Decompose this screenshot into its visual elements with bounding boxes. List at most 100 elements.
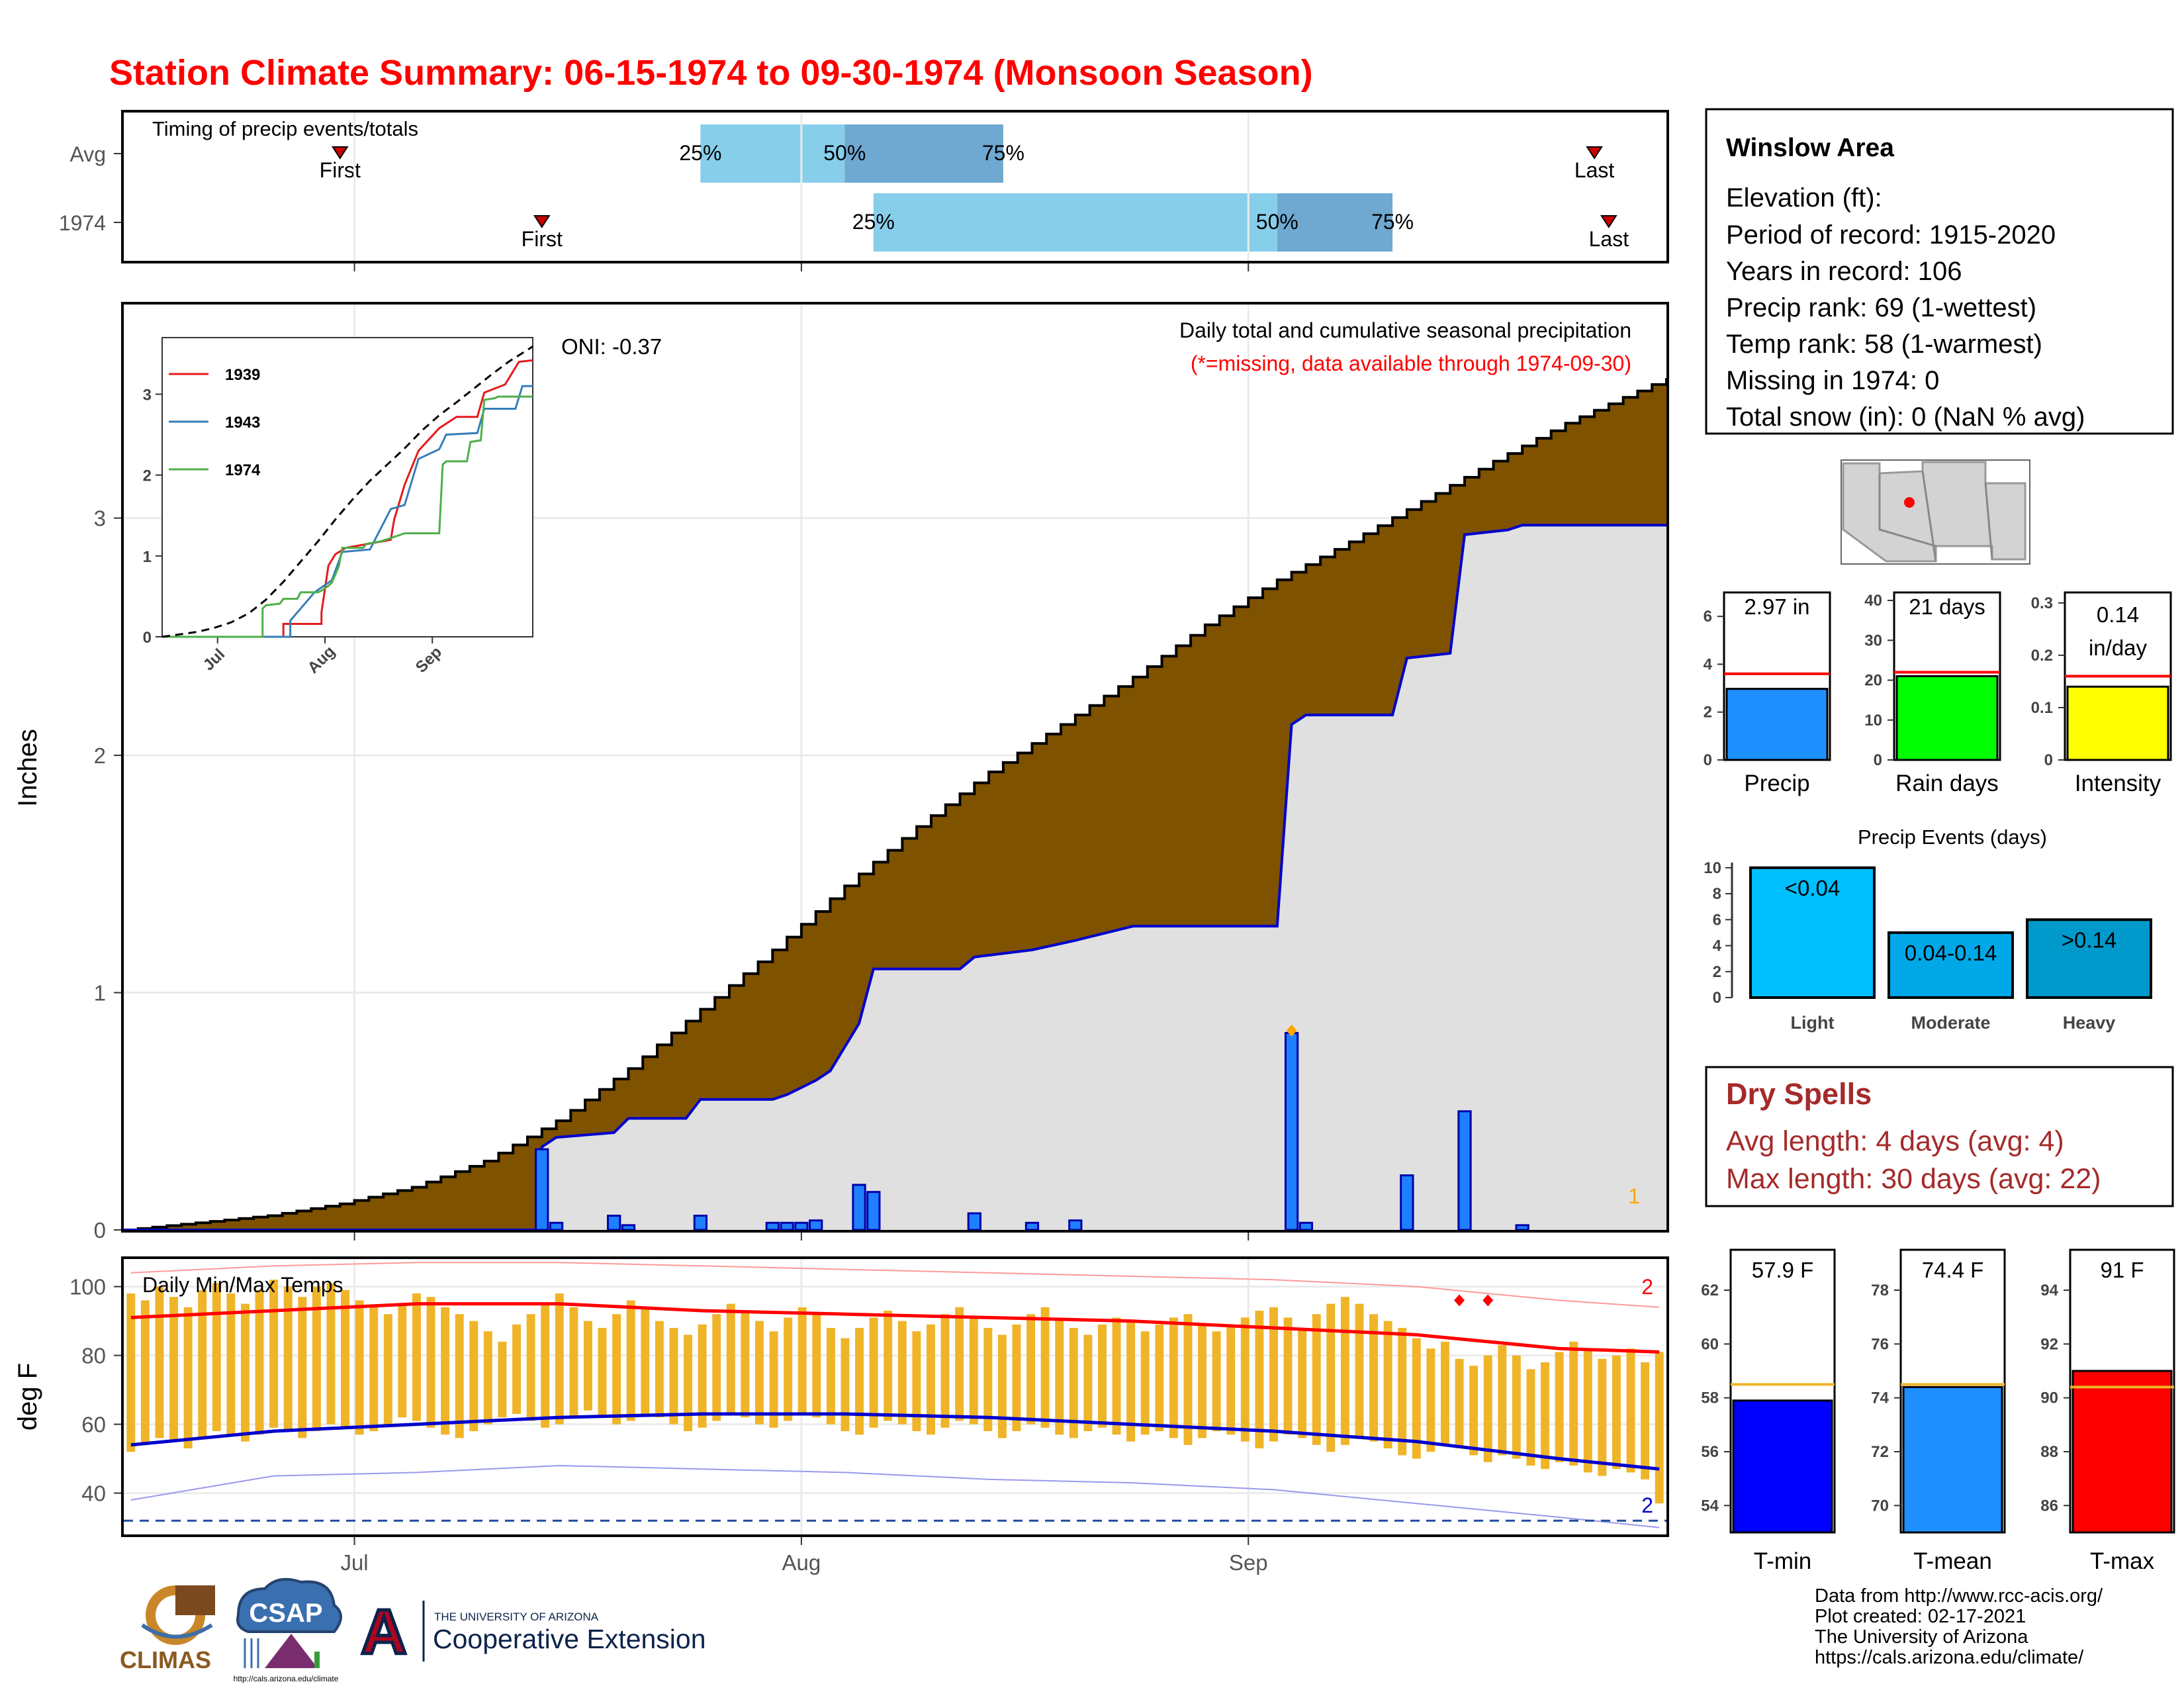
daily-temp-range-bar: [1641, 1362, 1650, 1479]
daily-temp-range-bar: [1126, 1321, 1136, 1442]
daily-temp-range-bar: [1555, 1352, 1564, 1462]
daily-temp-range-bar: [1283, 1317, 1293, 1435]
daily-temp-range-bar: [1069, 1328, 1078, 1438]
temp-summary-y-tick-label: 62: [1701, 1282, 1719, 1299]
avg-max-line: [130, 1302, 1660, 1354]
timing-bar-q2: [844, 124, 1003, 183]
daily-temp-range-bar: [655, 1321, 664, 1418]
daily-temp-range-bar: [541, 1303, 550, 1428]
summary-value-label: 2.97 in: [1744, 594, 1809, 619]
summary-value-label: 21 days: [1909, 594, 1985, 619]
daily-precip-bar: [1298, 1221, 1314, 1231]
events-y-tick-label: 8: [1713, 885, 1721, 903]
timing-label: Timing of precip events/totals: [152, 117, 418, 140]
ua-extension-text: Cooperative Extension: [433, 1624, 706, 1654]
summary-y-tick-label: 0: [1874, 751, 1882, 769]
daily-temp-range-bar: [983, 1328, 993, 1431]
csap-url: http://cals.arizona.edu/climate: [234, 1674, 339, 1683]
daily-temp-range-bar: [1040, 1307, 1050, 1428]
daily-temp-range-bar: [155, 1286, 164, 1438]
precip-events-panel: Precip Events (days) 0 2 4 6 8 10 <0.04 Light 0.…: [1704, 825, 2152, 1033]
daily-temp-range-bar: [1298, 1328, 1307, 1438]
temp-y-label: deg F: [13, 1363, 42, 1430]
precip-subtitle: Daily total and cumulative seasonal prec…: [1179, 318, 1631, 342]
precip-y-tick-label: 1: [94, 981, 106, 1006]
csap-logo: CSAP http://cals.arizona.edu/climate: [234, 1577, 342, 1683]
summary-value-bar: [1895, 675, 1999, 761]
temp-summary-bar: [1732, 1399, 1833, 1534]
daily-temp-range-bar: [412, 1293, 421, 1421]
daily-temp-range-bar: [426, 1297, 435, 1428]
timing-row-label: 1974: [59, 211, 106, 235]
ua-letter: A: [361, 1597, 406, 1667]
daily-temp-range-bar: [455, 1314, 464, 1438]
summary-y-tick-label: 0.2: [2031, 647, 2053, 665]
timing-p50-label: 50%: [1256, 210, 1298, 234]
summary-value-bar: [2066, 685, 2169, 761]
summary-y-tick-label: 0.3: [2031, 594, 2053, 612]
daily-temp-range-bar: [1369, 1314, 1379, 1442]
daily-precip-bar: [780, 1221, 794, 1231]
avg-cumulative-line: [124, 378, 1668, 1231]
temp-y-tick-label: 40: [81, 1481, 106, 1506]
daily-temp-range-bar: [684, 1335, 693, 1431]
temp-summary-value-label: 57.9 F: [1752, 1258, 1814, 1282]
summary-y-tick-label: 0.1: [2031, 699, 2053, 717]
station-years: Years in record: 106: [1726, 257, 1962, 286]
temp-summary-y-tick-label: 88: [2040, 1443, 2058, 1461]
inset-legend-label: 1974: [225, 461, 261, 479]
daily-temp-range-bar: [841, 1338, 850, 1431]
daily-precip-bar: [535, 1148, 549, 1231]
timing-p75-label: 75%: [1371, 210, 1414, 234]
event-bar-label: Moderate: [1911, 1013, 1990, 1033]
daily-temp-range-bar: [1326, 1303, 1336, 1452]
daily-temp-range-bar: [226, 1293, 236, 1435]
avg-min-line: [130, 1412, 1660, 1471]
daily-temp-range-bar: [169, 1297, 179, 1442]
daily-temp-range-bar: [969, 1317, 978, 1425]
timing-p75-label: 75%: [982, 141, 1024, 165]
summary-y-tick-label: 2: [1704, 704, 1712, 722]
daily-precip-bar: [866, 1191, 881, 1231]
precip-y-tick-label: 3: [94, 506, 106, 531]
daily-temp-range-bar: [326, 1283, 336, 1425]
daily-temp-range-bar: [569, 1307, 578, 1418]
inset-series-line-1943: [162, 385, 533, 638]
cumulative-1974-area: [124, 525, 1666, 1231]
daily-temp-range-bar: [726, 1303, 735, 1414]
daily-temp-range-bar: [1169, 1317, 1178, 1438]
oni-label: ONI: -0.37: [561, 334, 662, 359]
temp-summary-y-tick-label: 56: [1701, 1443, 1719, 1461]
inset-chart: 0 1 2 3 Jul Aug Sep 1939 1943 1974: [143, 337, 533, 677]
ua-small-text: THE UNIVERSITY OF ARIZONA: [434, 1611, 599, 1623]
daily-temp-range-bar: [1012, 1324, 1021, 1431]
timing-p25-label: 25%: [679, 141, 721, 165]
daily-temp-range-bar: [1469, 1366, 1479, 1456]
temp-summary-label: T-max: [2090, 1548, 2155, 1574]
daily-temp-range-bar: [669, 1328, 678, 1425]
daily-temp-range-bar: [754, 1321, 764, 1425]
summary-bars: 0 2 4 6 2.97 in Precip 0 10 20 30 40 21 days Rain da…: [1704, 591, 2172, 796]
daily-temp-range-bar: [1269, 1307, 1278, 1442]
daily-temp-range-bar: [855, 1328, 864, 1435]
inset-y-tick-label: 0: [143, 629, 152, 647]
daily-temp-range-bar: [1140, 1331, 1150, 1435]
daily-temp-range-bar: [797, 1307, 807, 1414]
daily-temp-range-bar: [926, 1324, 935, 1435]
timing-frame: [121, 110, 1669, 263]
daily-precip-bar: [621, 1224, 636, 1231]
events-y-tick-label: 6: [1713, 911, 1721, 929]
daily-temp-range-bar: [1198, 1324, 1207, 1438]
inset-frame: [161, 337, 533, 637]
daily-temp-range-bar: [1055, 1317, 1064, 1435]
temp-x-tick-label: Jul: [340, 1550, 368, 1575]
daily-temp-range-bar: [869, 1317, 878, 1428]
record-min-count: 2: [1641, 1493, 1653, 1517]
daily-temp-range-bar: [255, 1289, 264, 1435]
inset-y-tick-label: 3: [143, 387, 152, 404]
daily-temp-range-bar: [955, 1307, 964, 1421]
station-precip-rank: Precip rank: 69 (1-wettest): [1726, 293, 2036, 322]
station-info: Winslow Area Elevation (ft): Period of r…: [1705, 108, 2174, 435]
summary-y-tick-label: 30: [1864, 632, 1882, 649]
daily-temp-range-bar: [269, 1280, 279, 1428]
